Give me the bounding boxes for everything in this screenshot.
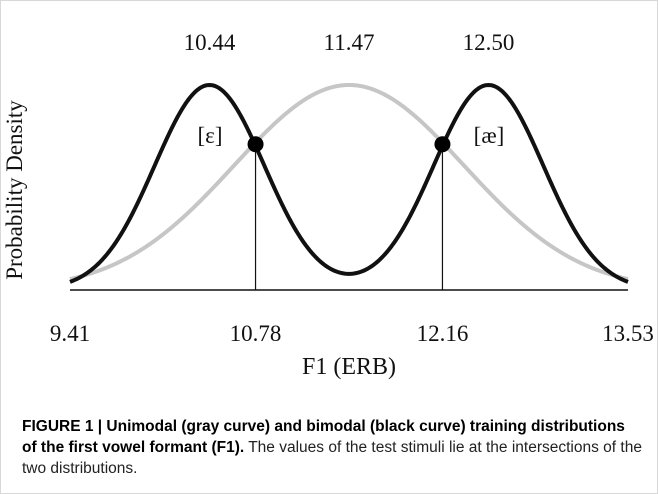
x2-tick-label: 12.50 <box>463 30 515 55</box>
caption: FIGURE 1 | Unimodal (gray curve) and bim… <box>22 416 642 479</box>
bimodal-curve <box>69 82 629 284</box>
x2-tick-label: 10.44 <box>184 30 236 55</box>
chart: Probability Density F1 (ERB) [ɛ] [æ] 9.4… <box>2 30 654 380</box>
x-tick-label: 9.41 <box>50 321 90 346</box>
caption-title: FIGURE 1 | Unimodal (gray curve) and bim… <box>22 418 625 456</box>
x-tick-label: 13.53 <box>602 321 654 346</box>
x-tick-label: 10.78 <box>230 321 282 346</box>
caption-text: The values of the test stimuli lie at th… <box>22 439 642 477</box>
x-axis-label: F1 (ERB) <box>302 354 396 380</box>
x2-tick-label: 11.47 <box>324 30 375 55</box>
intersection-point <box>434 136 451 153</box>
x-tick-label: 12.16 <box>417 321 469 346</box>
unimodal-curve <box>69 82 629 282</box>
y-axis-label: Probability Density <box>2 100 27 280</box>
intersection-point <box>247 136 264 153</box>
annotation: [æ] <box>474 123 505 148</box>
annotation: [ɛ] <box>198 123 223 148</box>
